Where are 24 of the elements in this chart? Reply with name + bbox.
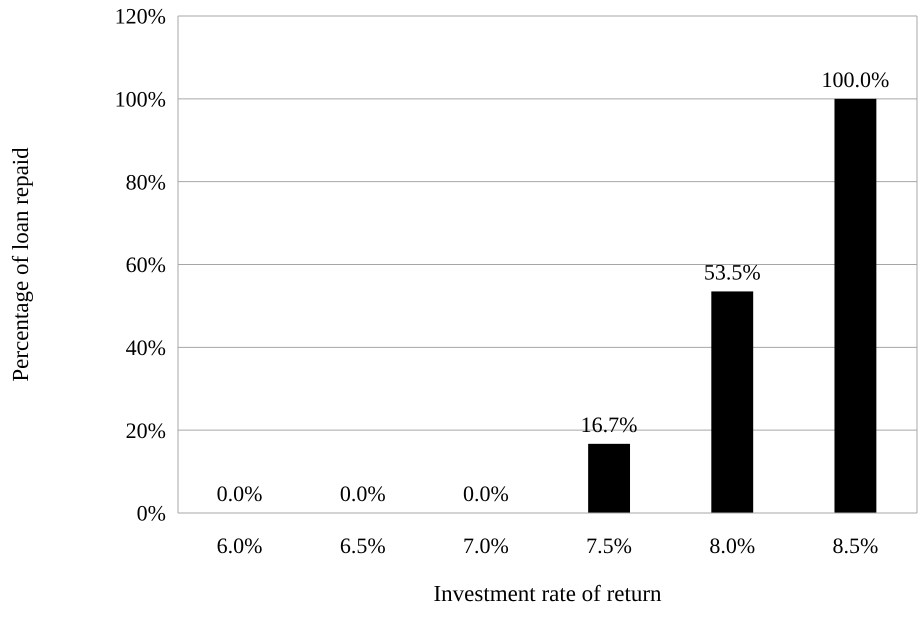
y-tick-label: 60%	[126, 252, 166, 278]
x-tick-label: 6.0%	[216, 533, 262, 558]
x-axis-title: Investment rate of return	[434, 581, 662, 606]
x-tick-label: 7.5%	[586, 533, 632, 558]
y-tick-label: 80%	[126, 169, 166, 194]
y-tick-label: 100%	[114, 86, 166, 112]
data-label: 16.7%	[580, 412, 638, 437]
x-tick-label: 8.5%	[832, 533, 878, 558]
x-tick-label: 7.0%	[463, 533, 509, 558]
y-tick-label: 20%	[126, 418, 166, 443]
data-label: 53.5%	[704, 259, 761, 284]
y-tick-label: 0%	[136, 500, 166, 526]
data-label: 0.0%	[216, 481, 262, 506]
bar	[711, 291, 754, 513]
y-tick-label: 120%	[114, 4, 166, 29]
x-tick-label: 8.0%	[709, 533, 756, 558]
data-label: 0.0%	[340, 481, 386, 506]
data-label: 0.0%	[463, 481, 509, 506]
y-tick-label: 40%	[126, 335, 166, 360]
data-label: 100.0%	[822, 66, 890, 92]
y-axis-title: Percentage of loan repaid	[8, 146, 33, 382]
x-tick-label: 6.5%	[340, 533, 386, 558]
bar	[834, 98, 876, 513]
bar	[588, 444, 630, 513]
